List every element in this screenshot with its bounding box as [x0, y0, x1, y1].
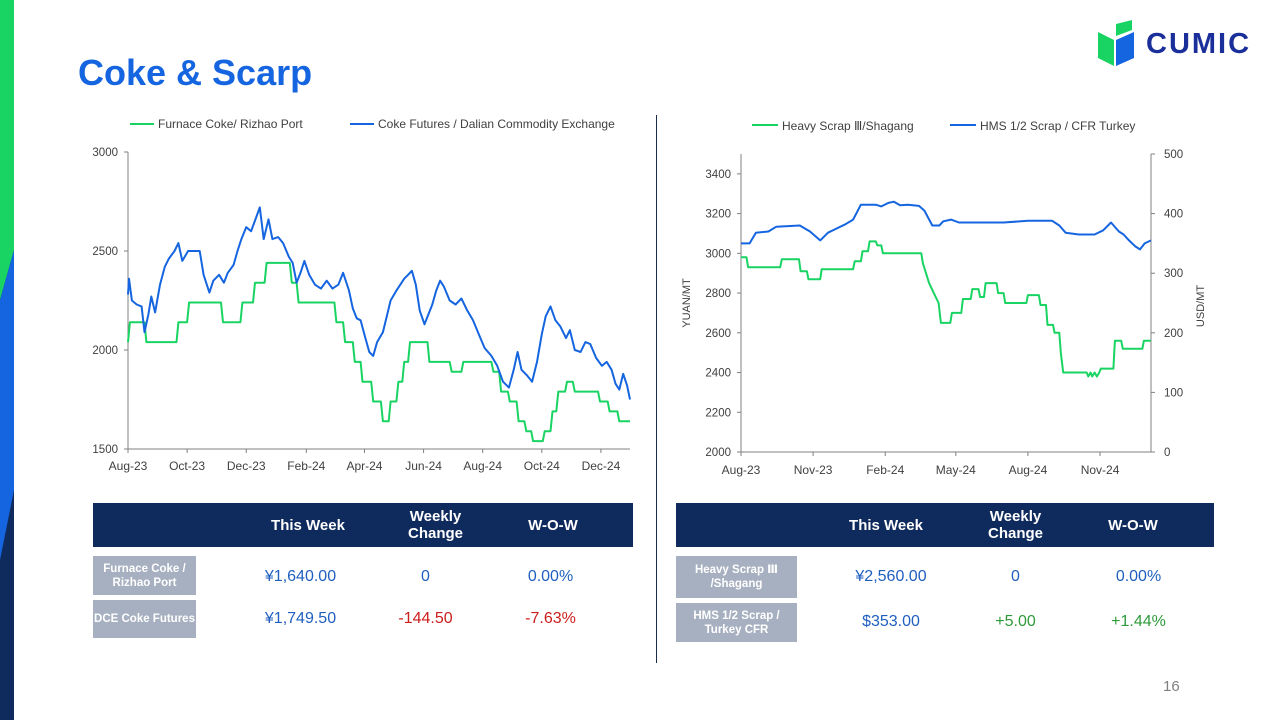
y-left-tick-label: 2400: [705, 368, 731, 380]
header-wow: W-O-W: [1108, 516, 1158, 534]
legend-label: Furnace Coke/ Rizhao Port: [158, 117, 303, 131]
x-tick-label: Apr-24: [346, 459, 382, 473]
left-accent-bar: [0, 0, 14, 720]
x-tick-label: Nov-23: [794, 463, 833, 477]
y-left-tick-label: 2200: [705, 407, 731, 419]
y-left-tick-label: 3400: [705, 169, 731, 181]
cell-this-week: ¥1,640.00: [264, 568, 337, 585]
y-right-tick-label: 100: [1164, 387, 1183, 399]
coke-price-table: This Week Weekly Change W-O-W Furnace Co…: [93, 503, 633, 643]
x-tick-label: Jun-24: [405, 459, 442, 473]
cell-wow: +1.44%: [1111, 613, 1166, 630]
x-tick-label: Nov-24: [1081, 463, 1120, 477]
cell-weekly-change: 0: [421, 568, 430, 585]
y-tick-label: 2500: [92, 246, 118, 258]
logo-mark-icon: [1098, 20, 1134, 66]
y-right-tick-label: 0: [1164, 447, 1170, 459]
series-line: [741, 200, 1152, 251]
cell-weekly-change: 0: [1011, 568, 1020, 585]
x-tick-label: Aug-24: [463, 459, 502, 473]
x-tick-label: Aug-23: [722, 463, 761, 477]
row-label-furnace-coke: Furnace Coke / Rizhao Port: [93, 556, 196, 595]
cell-wow: 0.00%: [1115, 568, 1162, 585]
y-left-tick-label: 2800: [705, 288, 731, 300]
scrap-price-chart-svg: Heavy Scrap Ⅲ/Shagang HMS 1/2 Scrap / CFR…: [681, 119, 1207, 477]
cell-wow: -7.63%: [525, 610, 576, 627]
coke-table-header: This Week Weekly Change W-O-W: [93, 503, 633, 547]
cumic-logo: CUMIC: [1096, 20, 1256, 70]
x-tick-label: Feb-24: [866, 463, 904, 477]
header-wow: W-O-W: [528, 516, 578, 534]
header-weekly-change: Weekly Change: [407, 508, 463, 542]
y-right-tick-label: 200: [1164, 328, 1183, 340]
row-label-dce-coke: DCE Coke Futures: [93, 600, 196, 638]
x-tick-label: Feb-24: [287, 459, 325, 473]
y-left-tick-label: 2000: [705, 447, 731, 459]
y-tick-label: 1500: [92, 444, 118, 456]
x-tick-label: Oct-23: [169, 459, 205, 473]
y-axis-left-label: YUAN/MT: [681, 278, 693, 328]
x-tick-label: Aug-24: [1009, 463, 1048, 477]
section-divider: [656, 115, 657, 663]
header-this-week: This Week: [849, 516, 923, 534]
coke-price-chart: Furnace Coke/ Rizhao Port Coke Futures / …: [78, 110, 644, 482]
row-label-hms-scrap: HMS 1/2 Scrap / Turkey CFR: [676, 603, 797, 642]
header-this-week: This Week: [271, 516, 345, 534]
y-tick-label: 2000: [92, 345, 118, 357]
legend-label: Heavy Scrap Ⅲ/Shagang: [782, 119, 914, 133]
series-line: [741, 240, 1151, 378]
header-weekly-change: Weekly Change: [987, 508, 1043, 542]
coke-price-chart-svg: Furnace Coke/ Rizhao Port Coke Futures / …: [92, 117, 631, 473]
y-axis-right-label: USD/MT: [1195, 285, 1207, 327]
y-tick-label: 3000: [92, 147, 118, 159]
row-label-heavy-scrap: Heavy Scrap Ⅲ /Shagang: [676, 556, 797, 598]
x-tick-label: May-24: [936, 463, 976, 477]
cell-wow: 0.00%: [527, 568, 574, 585]
y-left-tick-label: 2600: [705, 328, 731, 340]
series-line: [127, 206, 631, 400]
x-tick-label: Dec-24: [582, 459, 621, 473]
y-left-tick-label: 3200: [705, 209, 731, 221]
scrap-table-header: This Week Weekly Change W-O-W: [676, 503, 1214, 547]
scrap-price-table: This Week Weekly Change W-O-W Heavy Scra…: [676, 503, 1214, 645]
page-number: 16: [1163, 678, 1180, 695]
cell-this-week: ¥1,749.50: [264, 610, 337, 627]
y-left-tick-label: 3000: [705, 248, 731, 260]
y-right-tick-label: 300: [1164, 268, 1183, 280]
cell-this-week: ¥2,560.00: [855, 568, 927, 585]
page-title: Coke & Scarp: [78, 52, 313, 93]
legend-label: Coke Futures / Dalian Commodity Exchange: [378, 117, 615, 131]
scrap-price-chart: Heavy Scrap Ⅲ/Shagang HMS 1/2 Scrap / CFR…: [670, 110, 1230, 482]
y-right-tick-label: 400: [1164, 209, 1183, 221]
cell-this-week: $353.00: [862, 613, 920, 630]
x-tick-label: Aug-23: [109, 459, 148, 473]
y-right-tick-label: 500: [1164, 149, 1183, 161]
series-line: [127, 261, 630, 443]
cell-weekly-change: -144.50: [398, 610, 453, 627]
cell-weekly-change: +5.00: [995, 613, 1036, 630]
legend-label: HMS 1/2 Scrap / CFR Turkey: [980, 119, 1135, 133]
x-tick-label: Dec-23: [227, 459, 266, 473]
x-tick-label: Oct-24: [524, 459, 560, 473]
logo-text: CUMIC: [1146, 28, 1252, 60]
